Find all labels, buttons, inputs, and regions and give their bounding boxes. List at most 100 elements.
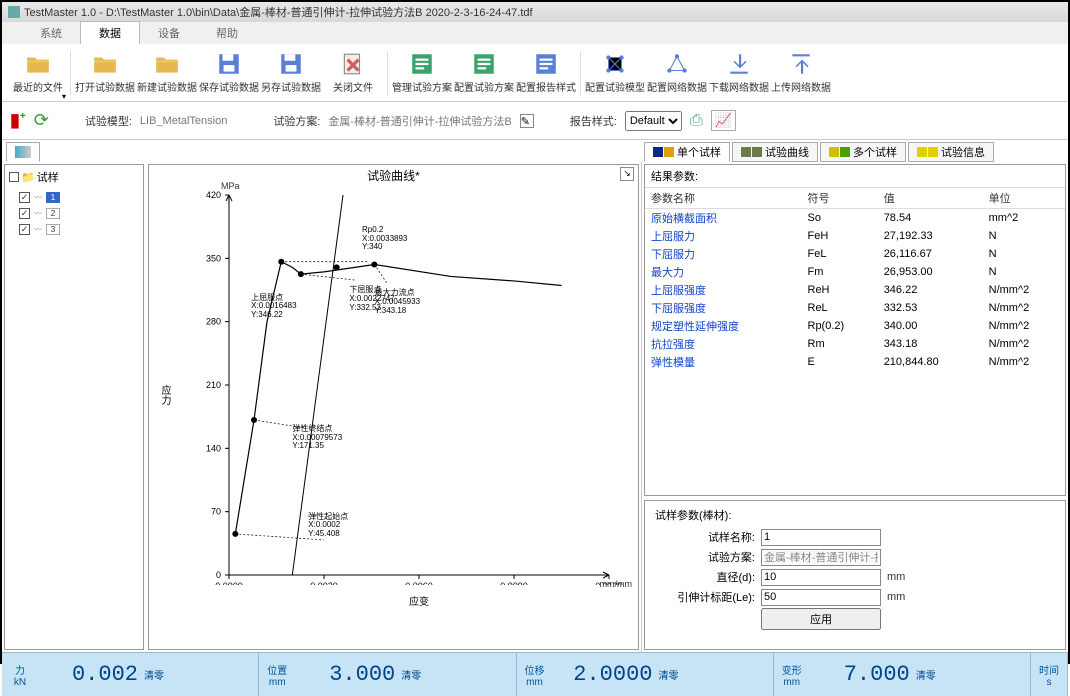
results-cell: 78.54 [878, 209, 983, 228]
results-cell: ReH [802, 281, 878, 299]
name-input[interactable] [761, 529, 881, 546]
zero-button[interactable]: 清零 [659, 667, 679, 682]
sample-checkbox[interactable]: ✓ [19, 208, 30, 219]
results-cell: N [983, 263, 1065, 281]
refresh-icon[interactable]: ⟳ [34, 110, 49, 131]
sample-form: 试样参数(棒材): 试样名称: 试验方案: 直径(d): mm 引伸计标距(Le… [644, 500, 1066, 650]
menu-item-2[interactable]: 设备 [140, 22, 198, 44]
specimen-icon[interactable]: ▮+ [10, 110, 26, 131]
status-value: 0.002 [34, 662, 144, 687]
sample-row[interactable]: ✓〰3 [19, 221, 139, 237]
chart-box[interactable]: 试验曲线* ↘ 0701402102803504200.00000.00300.… [148, 164, 639, 650]
results-row[interactable]: 最大力Fm26,953.00N [645, 263, 1065, 281]
print-icon[interactable]: ⎙ [690, 112, 703, 130]
results-header: 单位 [983, 188, 1065, 209]
results-row[interactable]: 下屈服强度ReL332.53N/mm^2 [645, 299, 1065, 317]
svg-text:0.0000: 0.0000 [215, 581, 243, 585]
results-cell: 346.22 [878, 281, 983, 299]
toolbar-btn-config[interactable]: 配置试验方案 [454, 47, 514, 99]
results-row[interactable]: 原始横截面积So78.54mm^2 [645, 209, 1065, 228]
apply-button[interactable]: 应用 [761, 608, 881, 630]
sample-row[interactable]: ✓〰2 [19, 205, 139, 221]
results-row[interactable]: 抗拉强度Rm343.18N/mm^2 [645, 335, 1065, 353]
gauge-input[interactable] [761, 589, 881, 606]
right-tab-3[interactable]: 试验信息 [908, 142, 994, 162]
zero-button[interactable]: 清零 [916, 667, 936, 682]
left-tab-icon [15, 146, 31, 158]
toolbar-btn-upload[interactable]: 上传网络数据 [771, 47, 831, 99]
left-tab[interactable] [6, 142, 40, 162]
chart-annotation: 最大力流点X:0.0045933Y:343.18 [375, 289, 420, 315]
toolbar-btn-download[interactable]: 下载网络数据 [709, 47, 769, 99]
right-tab-1[interactable]: 试验曲线 [732, 142, 818, 162]
right-tab-2[interactable]: 多个试样 [820, 142, 906, 162]
results-cell: Rp(0.2) [802, 317, 878, 335]
plan-edit-icon[interactable]: ✎ [520, 114, 534, 128]
toolbar-btn-folder[interactable]: 最近的文件 [8, 47, 68, 99]
gauge-unit: mm [887, 591, 905, 603]
menu-item-0[interactable]: 系统 [22, 22, 80, 44]
toolbar-btn-save-as[interactable]: 另存试验数据 [261, 47, 321, 99]
sample-checkbox[interactable]: ✓ [19, 224, 30, 235]
results-row[interactable]: 下屈服力FeL26,116.67N [645, 245, 1065, 263]
results-cell: 上屈服力 [645, 227, 802, 245]
svg-text:0.0030: 0.0030 [310, 581, 338, 585]
toolbar-btn-net[interactable]: 配置网络数据 [647, 47, 707, 99]
results-cell: 26,116.67 [878, 245, 983, 263]
sample-pill: 2 [46, 208, 60, 219]
results-cell: 下屈服强度 [645, 299, 802, 317]
status-value: 7.000 [806, 662, 916, 687]
toolbar-label: 配置试验方案 [454, 79, 514, 94]
tab-label: 单个试样 [677, 144, 721, 160]
download-icon [726, 51, 752, 77]
sample-pane: 📁 试样 ✓〰1✓〰2✓〰3 [4, 164, 144, 650]
diameter-label: 直径(d): [655, 569, 755, 585]
sample-checkbox-all[interactable] [9, 172, 19, 182]
zero-button[interactable]: 清零 [401, 667, 421, 682]
toolbar-btn-manage[interactable]: 管理试验方案 [392, 47, 452, 99]
sample-row[interactable]: ✓〰1 [19, 189, 139, 205]
model-value: LIB_MetalTension [140, 115, 227, 127]
upload-icon [788, 51, 814, 77]
results-row[interactable]: 弹性模量E210,844.80N/mm^2 [645, 353, 1065, 371]
toolbar-btn-model[interactable]: 配置试验模型 [585, 47, 645, 99]
menu-item-1[interactable]: 数据 [80, 21, 140, 44]
folder-icon [25, 51, 51, 77]
form-title: 试样参数(棒材): [655, 507, 1055, 523]
toolbar: 最近的文件▾打开试验数据新建试验数据保存试验数据另存试验数据关闭文件管理试验方案… [2, 44, 1068, 102]
results-row[interactable]: 上屈服强度ReH346.22N/mm^2 [645, 281, 1065, 299]
results-cell: ReL [802, 299, 878, 317]
toolbar-btn-close-file[interactable]: 关闭文件 [323, 47, 383, 99]
status-cell-2: 位移mm2.0000清零 [517, 653, 774, 696]
plan-label2: 试验方案: [655, 549, 755, 565]
results-box: 结果参数: 参数名称符号值单位 原始横截面积So78.54mm^2上屈服力FeH… [644, 164, 1066, 496]
status-cell-4: 时间s [1031, 653, 1068, 696]
status-bot: mm [783, 677, 800, 688]
app-icon [8, 6, 20, 18]
chart-annotation: Rp0.2X:0.0033893Y:340 [362, 226, 407, 252]
results-row[interactable]: 上屈服力FeH27,192.33N [645, 227, 1065, 245]
sample-checkbox[interactable]: ✓ [19, 192, 30, 203]
results-cell: 210,844.80 [878, 353, 983, 371]
toolbar-btn-report[interactable]: 配置报告样式 [516, 47, 576, 99]
right-tab-0[interactable]: 单个试样 [644, 142, 730, 162]
report-select[interactable]: Default [625, 111, 682, 131]
toolbar-btn-save[interactable]: 保存试验数据 [199, 47, 259, 99]
toolbar-btn-folder-check[interactable]: 打开试验数据 [75, 47, 135, 99]
title-bar: TestMaster 1.0 - D:\TestMaster 1.0\bin\D… [2, 2, 1068, 22]
svg-text:0.0060: 0.0060 [405, 581, 433, 585]
diameter-input[interactable] [761, 569, 881, 586]
results-cell: N [983, 245, 1065, 263]
toolbar-label: 保存试验数据 [199, 79, 259, 94]
window-title: TestMaster 1.0 - D:\TestMaster 1.0\bin\D… [24, 4, 533, 20]
results-row[interactable]: 规定塑性延伸强度Rp(0.2)340.00N/mm^2 [645, 317, 1065, 335]
plan-input [761, 549, 881, 566]
menu-item-3[interactable]: 帮助 [198, 22, 256, 44]
toolbar-btn-folder-plus[interactable]: 新建试验数据 [137, 47, 197, 99]
chart-icon[interactable]: 📈 [711, 110, 736, 131]
zero-button[interactable]: 清零 [144, 667, 164, 682]
model-icon [602, 51, 628, 77]
main-area: 📁 试样 ✓〰1✓〰2✓〰3 试验曲线* ↘ 07014021028035042… [2, 162, 1068, 652]
results-cell: Rm [802, 335, 878, 353]
toolbar-label: 下载网络数据 [709, 79, 769, 94]
